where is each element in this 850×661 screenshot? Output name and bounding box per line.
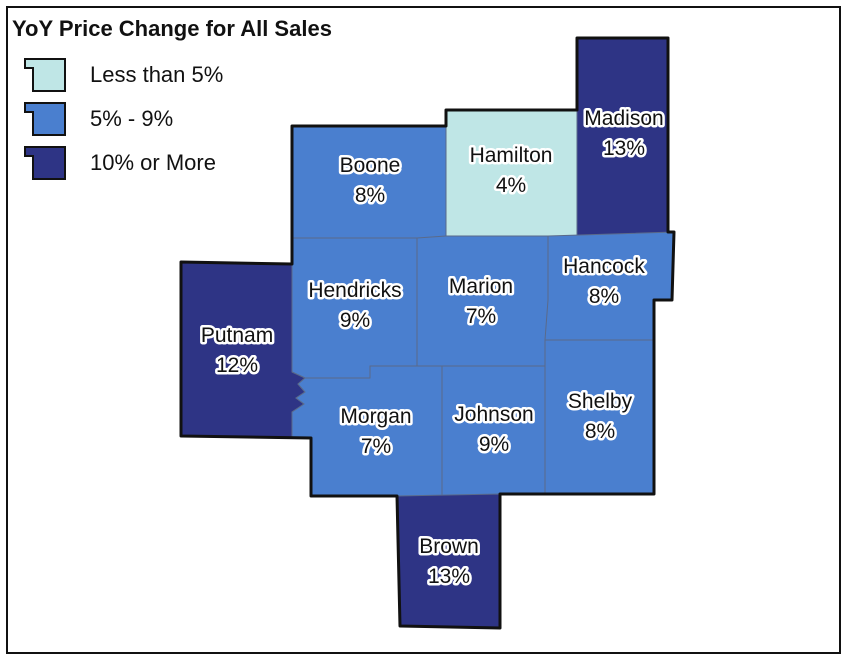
county-name-brown: Brown [419,535,479,558]
county-morgan [291,365,443,497]
county-name-shelby: Shelby [568,390,633,413]
legend-swatch-dark [24,146,66,180]
legend-label: Less than 5% [90,62,224,87]
map-title: YoY Price Change for All Sales [12,16,332,41]
county-marion [416,235,549,367]
county-name-marion: Marion [449,275,513,298]
county-value-marion: 7% [466,305,496,328]
county-name-madison: Madison [584,107,663,130]
county-name-hamilton: Hamilton [470,144,553,167]
county-name-hancock: Hancock [563,255,645,278]
county-name-hendricks: Hendricks [308,279,401,302]
legend-label: 5% - 9% [90,106,174,131]
county-boone [291,125,447,239]
county-hamilton [445,109,578,237]
county-brown [396,493,501,629]
county-putnam [180,261,306,439]
county-value-hendricks: 9% [340,309,370,332]
county-value-brown: 13% [428,565,470,588]
county-value-hamilton: 4% [496,174,526,197]
legend-swatch-medium [24,102,66,136]
county-value-boone: 8% [355,184,385,207]
region-outline [179,36,676,630]
county-value-madison: 13% [603,137,645,160]
county-name-morgan: Morgan [340,405,411,428]
county-shelby [544,339,655,495]
county-value-putnam: 12% [216,354,258,377]
county-shapes [179,36,676,630]
county-value-shelby: 8% [585,420,615,443]
legend-label: 10% or More [90,150,216,175]
county-name-putnam: Putnam [201,324,273,347]
county-name-johnson: Johnson [454,403,533,426]
legend-swatch-light [24,58,66,92]
county-value-johnson: 9% [479,433,509,456]
county-value-morgan: 7% [361,435,391,458]
county-johnson [441,365,546,497]
county-hendricks [291,237,418,379]
county-name-boone: Boone [340,154,401,177]
county-value-hancock: 8% [589,285,619,308]
county-labels: Boone 8% Hamilton 4% Madison 13% Hendricks 9% Ma… [198,105,666,591]
